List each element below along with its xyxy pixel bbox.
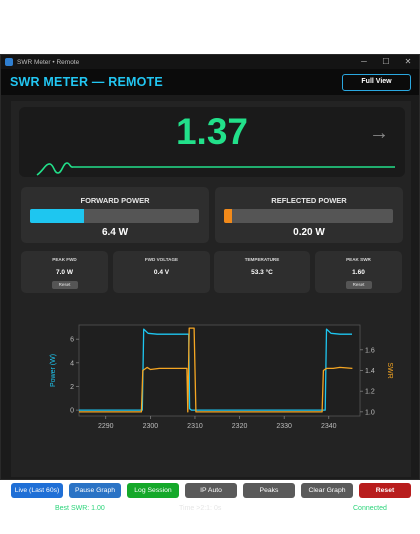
forward-power-card: FORWARD POWER 6.4 W [21,187,209,243]
reflected-power-fill [224,209,233,223]
x-tick-label: 2330 [276,423,292,430]
forward-power-series-line [79,328,352,411]
peak-swr-reset-button[interactable]: Reset [345,281,372,289]
y-axis-label: Power (W) [50,354,57,387]
stat-card-peak-swr: PEAK SWR 1.60 Reset [315,251,402,293]
stat-card-peak-fwd: PEAK FWD 7.0 W Reset [21,251,108,293]
stat-card-temperature: TEMPERATURE 53.3 °C [214,251,310,293]
time-over-ratio-status: Time >2:1: 0s [179,505,222,512]
connection-status: Connected [353,505,387,512]
y-tick-label: 0 [70,408,74,415]
y2-tick-label: 1.0 [365,409,375,416]
stat-value: 1.60 [352,269,365,276]
y-tick-label: 2 [70,384,74,391]
reflected-power-card: REFLECTED POWER 0.20 W [215,187,403,243]
pause-graph-button[interactable]: Pause Graph [69,483,121,498]
reflected-power-title: REFLECTED POWER [271,196,347,205]
swr-sparkline [36,162,395,176]
peak-fwd-reset-button[interactable]: Reset [51,281,78,289]
peaks-button[interactable]: Peaks [243,483,295,498]
x-tick-label: 2300 [143,423,159,430]
trend-arrow-icon: → [369,122,389,144]
x-tick-label: 2310 [187,423,203,430]
stat-label: PEAK SWR [346,257,371,262]
power-swr-graph: 2290 2300 2310 2320 2330 2340 0 2 4 6 1.0 1.2 1.4 1.6… [50,324,393,430]
best-swr-status: Best SWR: 1.00 [55,505,105,512]
swr-display-panel: 1.37 → [19,107,405,177]
reflected-power-bar [224,209,393,223]
window-title: SWR Meter • Remote [17,58,80,66]
window-controls: ─ ☐ ✕ [353,55,419,69]
reset-button[interactable]: Reset [359,483,411,498]
y2-axis-label: SWR [386,362,393,378]
stat-label: FWD VOLTAGE [144,257,179,262]
full-view-button[interactable]: Full View [342,74,411,91]
app-icon [5,58,13,66]
app-window: SWR Meter • Remote ─ ☐ ✕ SWR METER — REM… [0,54,420,512]
plot-area [78,324,361,417]
stat-card-fwd-voltage: FWD VOLTAGE 0.4 V [113,251,210,293]
app-header: SWR METER — REMOTE Full View [1,69,419,95]
forward-power-bar [30,209,199,223]
status-bar: Best SWR: 1.00 Time >2:1: 0s Connected [11,505,411,517]
maximize-icon[interactable]: ☐ [382,57,390,66]
forward-power-value: 6.4 W [101,227,129,238]
forward-power-fill [30,209,85,223]
y2-tick-label: 1.6 [365,347,375,354]
swr-value: 1.37 [175,111,248,152]
stat-value: 7.0 W [56,269,73,276]
close-icon[interactable]: ✕ [404,57,412,66]
forward-power-title: FORWARD POWER [80,196,150,205]
x-tick-label: 2290 [98,423,114,430]
clear-graph-button[interactable]: Clear Graph [301,483,353,498]
live-button[interactable]: Live (Last 60s) [11,483,63,498]
x-tick-label: 2340 [321,423,337,430]
swr-series-line [79,327,353,413]
minimize-icon[interactable]: ─ [361,57,367,66]
reflected-power-value: 0.20 W [293,227,325,238]
stat-value: 53.3 °C [251,269,273,276]
stat-label: TEMPERATURE [244,257,280,262]
log-session-button[interactable]: Log Session [127,483,179,498]
ip-auto-button[interactable]: IP Auto [185,483,237,498]
control-button-row: Live (Last 60s) Pause Graph Log Session IP … [11,483,411,498]
y-tick-label: 6 [70,337,74,344]
window-titlebar: SWR Meter • Remote ─ ☐ ✕ [1,55,419,69]
app-title: SWR METER — REMOTE [10,75,163,89]
y2-tick-label: 1.2 [365,389,375,396]
y2-tick-label: 1.4 [365,368,375,375]
main-content: 1.37 → FORWARD POWER 6.4 W REFLECTED POW… [11,101,411,512]
y-tick-label: 4 [70,360,74,367]
stat-label: PEAK FWD [52,257,77,262]
x-tick-label: 2320 [232,423,248,430]
stat-value: 0.4 V [153,269,170,276]
